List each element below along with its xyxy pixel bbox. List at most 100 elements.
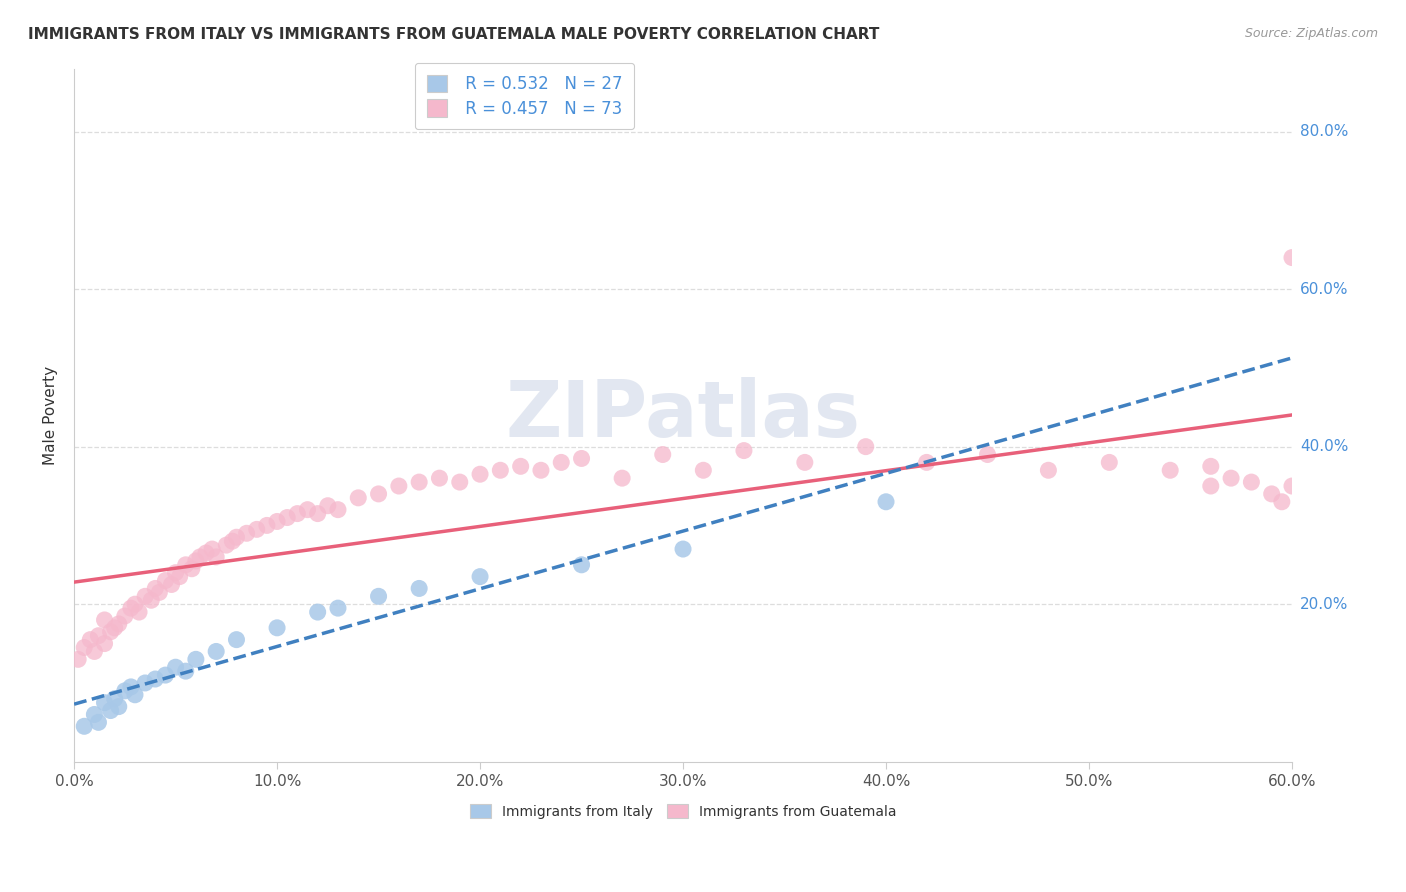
Point: [87, 715, 110, 730]
Point: [1271, 495, 1294, 509]
Point: [651, 448, 673, 462]
Point: [297, 502, 319, 516]
Point: [571, 451, 593, 466]
Point: [83, 644, 105, 658]
Point: [1159, 463, 1181, 477]
Point: [266, 515, 288, 529]
Point: [221, 534, 243, 549]
Text: 80.0%: 80.0%: [1301, 124, 1348, 139]
Point: [215, 538, 238, 552]
Point: [976, 448, 998, 462]
Point: [180, 562, 202, 576]
Point: [205, 644, 228, 658]
Legend: Immigrants from Italy, Immigrants from Guatemala: Immigrants from Italy, Immigrants from G…: [464, 798, 901, 824]
Point: [100, 624, 122, 639]
Point: [326, 502, 349, 516]
Point: [205, 549, 228, 564]
Point: [114, 609, 136, 624]
Point: [104, 621, 127, 635]
Point: [408, 582, 430, 596]
Point: [367, 487, 389, 501]
Point: [1281, 479, 1303, 493]
Point: [509, 459, 531, 474]
Point: [120, 601, 142, 615]
Point: [67, 652, 90, 666]
Point: [169, 569, 191, 583]
Point: [114, 683, 136, 698]
Point: [143, 582, 166, 596]
Point: [155, 668, 177, 682]
Text: IMMIGRANTS FROM ITALY VS IMMIGRANTS FROM GUATEMALA MALE POVERTY CORRELATION CHAR: IMMIGRANTS FROM ITALY VS IMMIGRANTS FROM…: [28, 27, 880, 42]
Point: [307, 507, 329, 521]
Point: [489, 463, 512, 477]
Point: [107, 699, 129, 714]
Point: [1098, 455, 1121, 469]
Point: [100, 704, 122, 718]
Point: [165, 660, 187, 674]
Point: [143, 672, 166, 686]
Point: [875, 495, 897, 509]
Text: 40.0%: 40.0%: [1301, 439, 1348, 454]
Point: [468, 569, 491, 583]
Point: [155, 574, 177, 588]
Point: [83, 707, 105, 722]
Point: [692, 463, 714, 477]
Point: [128, 605, 150, 619]
Point: [174, 664, 197, 678]
Point: [184, 554, 207, 568]
Point: [160, 577, 183, 591]
Point: [347, 491, 370, 505]
Point: [73, 640, 96, 655]
Point: [124, 597, 146, 611]
Point: [174, 558, 197, 572]
Point: [550, 455, 572, 469]
Point: [93, 636, 115, 650]
Point: [73, 719, 96, 733]
Point: [287, 507, 309, 521]
Point: [793, 455, 815, 469]
Point: [141, 593, 163, 607]
Point: [104, 691, 127, 706]
Point: [276, 510, 298, 524]
Point: [134, 676, 156, 690]
Text: Source: ZipAtlas.com: Source: ZipAtlas.com: [1244, 27, 1378, 40]
Point: [124, 688, 146, 702]
Point: [148, 585, 170, 599]
Point: [201, 542, 224, 557]
Point: [184, 652, 207, 666]
Point: [165, 566, 187, 580]
Point: [1260, 487, 1282, 501]
Point: [429, 471, 451, 485]
Point: [107, 616, 129, 631]
Text: 60.0%: 60.0%: [1301, 282, 1348, 297]
Point: [1199, 479, 1222, 493]
Point: [1038, 463, 1060, 477]
Point: [1281, 251, 1303, 265]
Point: [225, 632, 247, 647]
Point: [855, 440, 877, 454]
Point: [235, 526, 257, 541]
Point: [195, 546, 218, 560]
Y-axis label: Male Poverty: Male Poverty: [44, 366, 58, 465]
Point: [134, 590, 156, 604]
Point: [468, 467, 491, 482]
Point: [120, 680, 142, 694]
Point: [87, 629, 110, 643]
Point: [225, 530, 247, 544]
Point: [367, 590, 389, 604]
Point: [1240, 475, 1263, 489]
Point: [915, 455, 938, 469]
Point: [610, 471, 633, 485]
Point: [408, 475, 430, 489]
Point: [246, 522, 269, 536]
Point: [326, 601, 349, 615]
Point: [256, 518, 278, 533]
Point: [79, 632, 101, 647]
Point: [307, 605, 329, 619]
Point: [449, 475, 471, 489]
Text: 20.0%: 20.0%: [1301, 597, 1348, 612]
Point: [93, 696, 115, 710]
Point: [388, 479, 411, 493]
Point: [733, 443, 755, 458]
Point: [316, 499, 339, 513]
